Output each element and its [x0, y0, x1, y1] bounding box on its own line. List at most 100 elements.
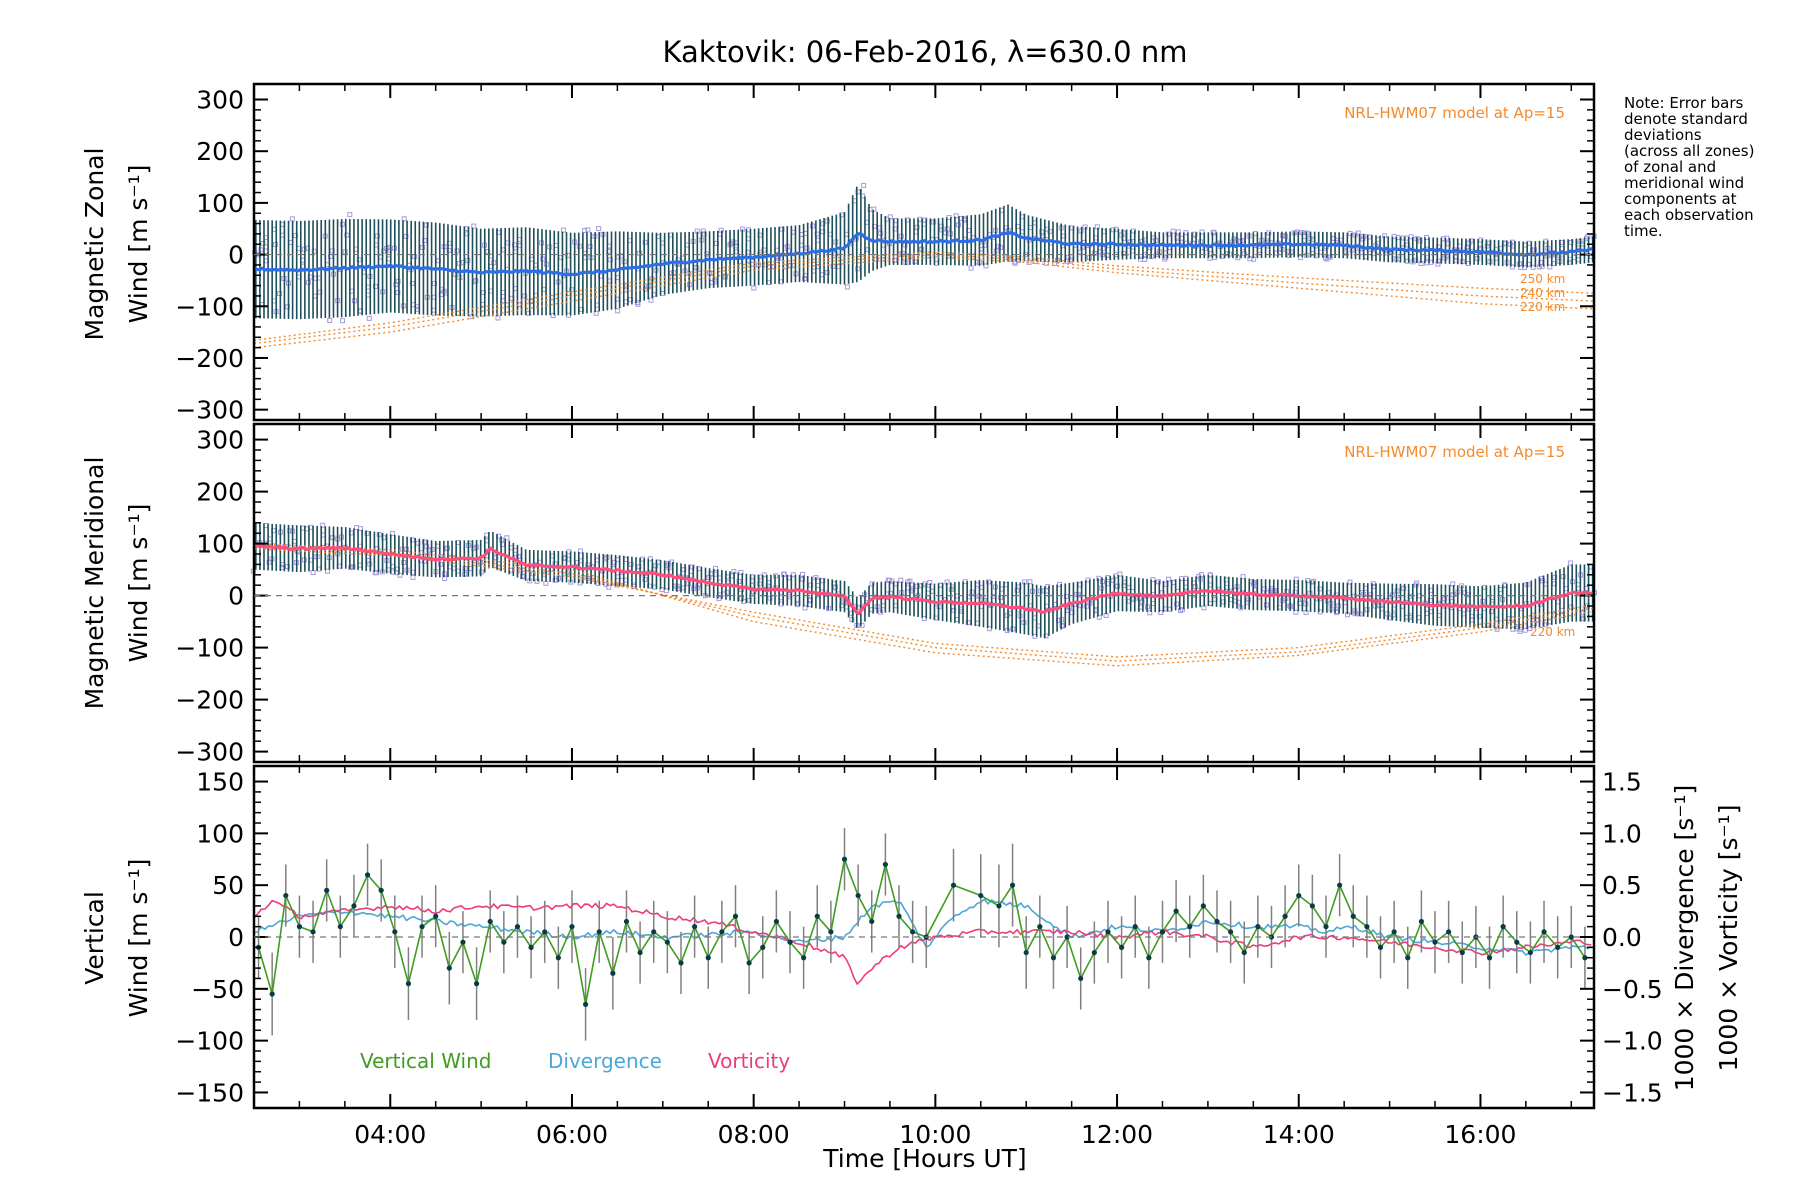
x-tick-label: 10:00 [899, 1120, 971, 1149]
vertical-wind-point [542, 929, 548, 935]
vertical-wind-point [1255, 924, 1261, 930]
zone-sample [389, 530, 395, 536]
zone-sample [357, 526, 363, 532]
vertical-wind-point [1296, 892, 1302, 899]
vertical-wind-point [555, 955, 561, 961]
zone-sample [953, 213, 959, 219]
x-tick-label: 12:00 [1081, 1120, 1153, 1149]
vertical-wind-point [746, 960, 752, 966]
zone-sample [381, 535, 387, 541]
zone-sample [1522, 265, 1528, 271]
zone-sample [869, 581, 875, 587]
vertical-wind-point [1364, 924, 1370, 930]
zone-sample [1199, 229, 1205, 235]
zone-sample [648, 297, 654, 303]
zone-sample [855, 266, 861, 272]
vertical-wind-point [1173, 908, 1179, 914]
zone-sample [779, 226, 785, 232]
zone-sample [832, 584, 838, 590]
y-tick-label: 100 [196, 530, 244, 559]
zone-sample [965, 620, 971, 626]
zone-sample [1063, 593, 1069, 599]
zone-sample [1488, 609, 1494, 615]
zone-sample [1484, 622, 1490, 628]
x-tick-label: 04:00 [354, 1120, 426, 1149]
vertical-wind-point [1446, 929, 1452, 935]
zone-sample [636, 564, 642, 570]
zone-sample [403, 233, 409, 239]
zone-sample [898, 577, 904, 583]
zone-sample [289, 216, 295, 222]
vertical-wind-point [269, 991, 275, 997]
note-line: meridional wind [1624, 174, 1744, 192]
vertical-wind-point [1514, 939, 1520, 945]
y-tick-label: −100 [175, 292, 244, 321]
vertical-wind-point [1118, 944, 1125, 950]
zone-sample [1530, 264, 1536, 270]
x-tick-label: 16:00 [1444, 1120, 1516, 1149]
zone-sample [961, 216, 967, 222]
zone-sample [310, 570, 316, 576]
zone-sample [401, 216, 407, 222]
right-y-tick-label: 0.5 [1602, 871, 1642, 900]
zone-sample [986, 626, 992, 632]
vertical-wind-point [569, 924, 575, 930]
vertical-wind-point [528, 944, 534, 950]
y-tick-label: 150 [196, 768, 244, 797]
vertical-wind-point [664, 939, 670, 945]
zone-sample [526, 310, 532, 316]
y-tick-label: 200 [196, 478, 244, 507]
zone-sample [350, 564, 356, 570]
vertical-wind-point [433, 913, 439, 919]
zone-sample [1444, 235, 1450, 241]
vertical-wind-point [1023, 949, 1029, 956]
zone-sample [340, 318, 346, 324]
vertical-wind-point [1132, 924, 1138, 930]
meridional-ylabel-line2: Wind [m s⁻¹] [124, 504, 153, 663]
vertical-wind-point [1527, 949, 1534, 956]
zone-sample [410, 575, 416, 581]
vertical-wind-point [692, 924, 698, 930]
zone-sample [522, 293, 528, 299]
zone-sample [347, 212, 353, 218]
vertical-wind-point [896, 913, 902, 919]
zone-sample [534, 578, 540, 584]
zone-sample [757, 232, 763, 238]
zone-sample [582, 228, 588, 234]
zone-sample [1468, 238, 1474, 244]
vorticity-line [253, 899, 1592, 986]
zone-sample [1547, 264, 1553, 270]
altitude-label: 240 km [1520, 286, 1565, 300]
zone-sample [320, 522, 326, 528]
zone-sample [1401, 585, 1407, 591]
zone-sample [1155, 579, 1161, 585]
note-line: time. [1624, 222, 1663, 240]
zone-sample [871, 206, 877, 212]
zone-sample [504, 535, 510, 541]
zone-sample [577, 548, 583, 554]
meridional-ylabel-line1: Magnetic Meridional [80, 457, 109, 710]
zone-sample [824, 218, 830, 224]
y-tick-label: 0 [228, 582, 244, 611]
zone-sample [606, 584, 612, 590]
vertical-wind-point [760, 944, 766, 950]
zone-sample [1552, 574, 1558, 580]
vertical-wind-point [378, 887, 384, 893]
zone-sample [1174, 601, 1180, 607]
vertical-wind-point [1050, 955, 1057, 961]
vertical-wind-point [841, 856, 848, 862]
zone-sample [374, 233, 380, 239]
zone-sample [1540, 578, 1546, 584]
zone-sample [808, 582, 814, 588]
vertical-wind-point [869, 918, 875, 925]
vertical-wind-point [1064, 934, 1070, 940]
vertical-wind-point [732, 913, 739, 919]
zone-sample [266, 559, 272, 565]
y-tick-label: 300 [196, 426, 244, 455]
zone-sample [1192, 231, 1198, 237]
note-line: (across all zones) [1624, 142, 1754, 160]
note-line: components at [1624, 190, 1737, 208]
y-tick-label: 100 [196, 189, 244, 218]
note-text: Note: Error bars denote standard deviati… [1624, 94, 1754, 240]
zone-sample [730, 239, 736, 245]
